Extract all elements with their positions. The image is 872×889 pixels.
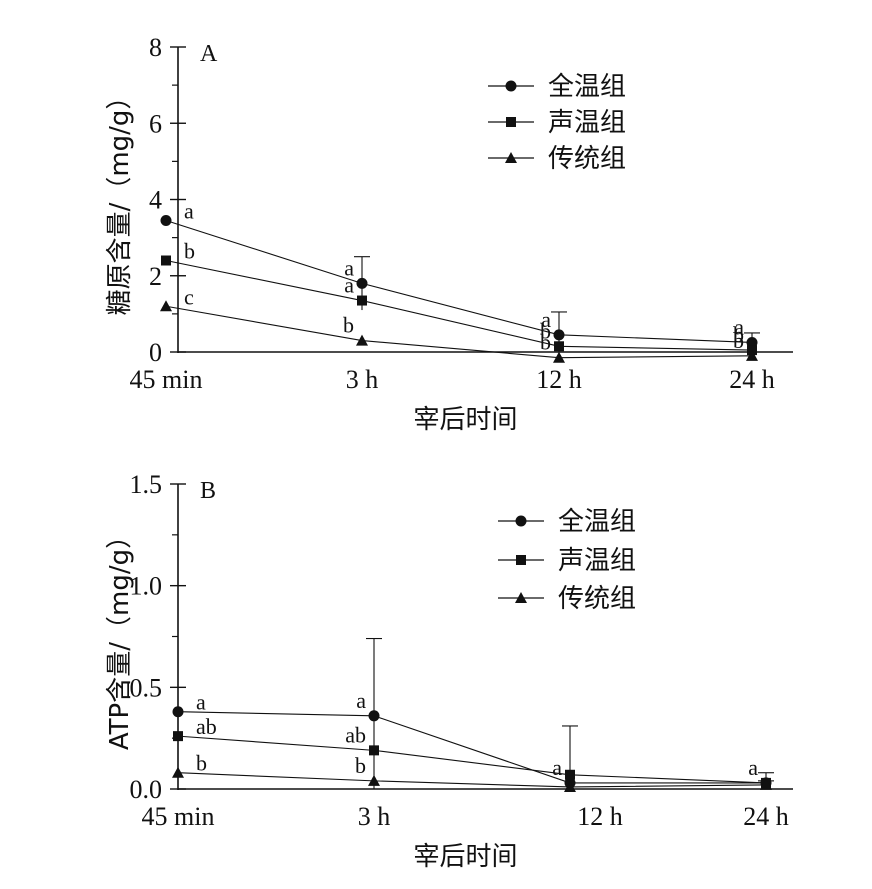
significance-label: c — [184, 284, 194, 309]
data-point — [760, 778, 772, 790]
y-tick-label: 1.5 — [130, 470, 163, 499]
legend-label: 声温组 — [558, 546, 636, 576]
legend-marker — [505, 80, 517, 92]
legend-label: 全温组 — [548, 72, 626, 102]
legend-marker — [516, 555, 526, 565]
significance-label: a — [552, 755, 562, 780]
series-line — [177, 772, 767, 788]
y-tick-label: 1.0 — [130, 572, 163, 601]
x-axis-title: 宰后时间 — [413, 405, 517, 435]
significance-label: ab — [196, 714, 217, 739]
chart-panel-b: 0.0 0.5 1.0 1.5 45 min 3 h 12 h 24 h 宰后时间 ATP含量/（… — [105, 470, 793, 872]
series-triangle: cbb b — [160, 284, 758, 363]
legend-item-triangle: 传统组 — [488, 144, 626, 174]
legend-item-square: 声温组 — [498, 546, 636, 576]
significance-label: b — [184, 239, 195, 264]
data-point — [369, 745, 379, 756]
legend-marker — [515, 515, 527, 527]
data-point — [368, 710, 380, 722]
legend-marker — [515, 592, 527, 603]
panel-label: A — [200, 41, 218, 67]
significance-label: a — [356, 688, 366, 713]
series-line — [165, 305, 753, 359]
x-tick-label: 45 min — [130, 365, 203, 394]
significance-label: b — [355, 753, 366, 778]
series-square: ab ab — [173, 714, 774, 789]
data-point — [357, 295, 367, 306]
y-tick-label: 8 — [149, 33, 162, 62]
x-tick-label: 45 min — [142, 802, 215, 831]
series-line — [165, 259, 753, 351]
y-tick-label: 2 — [149, 262, 162, 291]
y-tick-label: 0.0 — [130, 775, 163, 804]
y-axis-title: ATP含量/（mg/g） — [105, 523, 135, 750]
legend-item-circle: 全温组 — [488, 72, 626, 102]
significance-label: ab — [345, 722, 366, 747]
significance-label: a — [541, 307, 551, 332]
data-point — [564, 780, 576, 792]
data-point — [565, 769, 575, 780]
x-tick-label: 3 h — [346, 365, 379, 394]
data-point — [172, 766, 184, 778]
data-point — [356, 277, 368, 289]
data-point — [160, 214, 172, 226]
panel-label: B — [200, 478, 216, 504]
data-point — [554, 341, 564, 352]
legend-marker — [506, 117, 516, 127]
data-point — [173, 731, 183, 742]
x-tick-label: 24 h — [729, 365, 775, 394]
significance-label: b — [540, 318, 551, 343]
significance-label: b — [540, 330, 551, 355]
legend-item-circle: 全温组 — [498, 507, 636, 537]
data-point — [553, 329, 565, 341]
series-square: bab b — [161, 239, 757, 356]
significance-label: a — [196, 690, 206, 715]
significance-label: b — [343, 313, 354, 338]
significance-label: b — [733, 322, 744, 347]
data-point — [553, 351, 565, 363]
y-tick-label: 0.5 — [130, 673, 163, 702]
significance-label: a — [748, 755, 758, 780]
y-tick-label: 4 — [149, 186, 162, 215]
series-line — [177, 735, 767, 784]
data-point — [161, 255, 171, 266]
significance-label: b — [733, 328, 744, 353]
data-point — [746, 349, 758, 361]
legend-label: 传统组 — [548, 144, 626, 174]
legend-label: 声温组 — [548, 108, 626, 138]
data-point — [160, 300, 172, 312]
legend-label: 全温组 — [558, 507, 636, 537]
legend-label: 传统组 — [558, 584, 636, 614]
data-point — [356, 334, 368, 346]
significance-label: a — [184, 198, 194, 223]
x-tick-label: 12 h — [536, 365, 582, 394]
data-point — [368, 774, 380, 786]
x-tick-label: 12 h — [577, 802, 623, 831]
legend-item-square: 声温组 — [488, 108, 626, 138]
data-point — [172, 706, 184, 718]
significance-label: a — [344, 273, 354, 298]
x-axis-title: 宰后时间 — [413, 842, 517, 872]
y-axis-title: 糖原含量/（mg/g） — [105, 84, 135, 316]
x-tick-label: 3 h — [358, 802, 391, 831]
series-circle: a a a a — [172, 637, 774, 789]
significance-label: a — [734, 314, 744, 339]
y-tick-label: 0 — [149, 338, 162, 367]
legend-marker — [505, 152, 517, 163]
x-tick-label: 24 h — [743, 802, 789, 831]
series-line — [177, 711, 766, 784]
series-line — [165, 219, 753, 344]
legend-item-triangle: 传统组 — [498, 584, 636, 614]
significance-label: b — [196, 751, 207, 776]
y-tick-label: 6 — [149, 109, 162, 138]
significance-label: a — [344, 255, 354, 280]
